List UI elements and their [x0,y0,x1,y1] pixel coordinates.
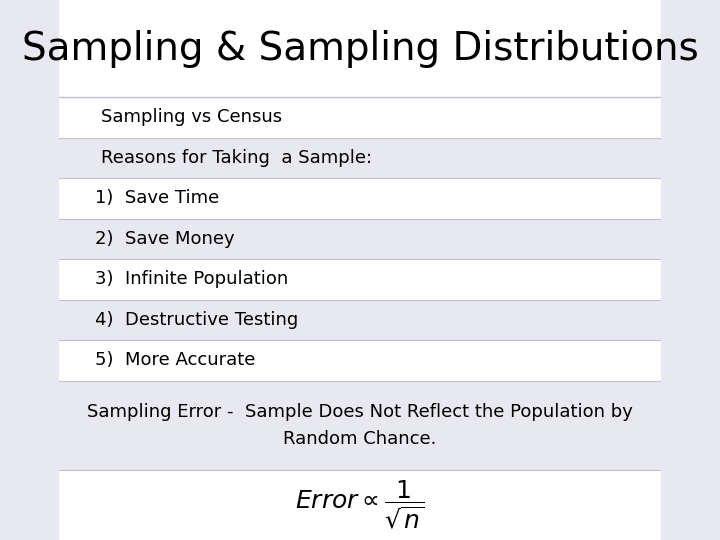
FancyBboxPatch shape [59,0,661,97]
Text: 3)  Infinite Population: 3) Infinite Population [96,271,289,288]
FancyBboxPatch shape [59,138,661,178]
Text: 4)  Destructive Testing: 4) Destructive Testing [96,311,299,329]
Text: Random Chance.: Random Chance. [283,430,437,448]
FancyBboxPatch shape [59,97,661,138]
FancyBboxPatch shape [59,470,661,540]
FancyBboxPatch shape [59,300,661,340]
FancyBboxPatch shape [59,381,661,470]
Text: Reasons for Taking  a Sample:: Reasons for Taking a Sample: [102,149,372,167]
FancyBboxPatch shape [59,178,661,219]
FancyBboxPatch shape [59,219,661,259]
Text: 5)  More Accurate: 5) More Accurate [96,352,256,369]
Text: Sampling vs Census: Sampling vs Census [102,109,282,126]
Text: 2)  Save Money: 2) Save Money [96,230,235,248]
Text: 1)  Save Time: 1) Save Time [96,190,220,207]
Text: Sampling & Sampling Distributions: Sampling & Sampling Distributions [22,30,698,68]
FancyBboxPatch shape [59,259,661,300]
FancyBboxPatch shape [59,340,661,381]
Text: $Error \propto \dfrac{1}{\sqrt{n}}$: $Error \propto \dfrac{1}{\sqrt{n}}$ [295,478,425,531]
Text: Sampling Error -  Sample Does Not Reflect the Population by: Sampling Error - Sample Does Not Reflect… [87,403,633,421]
